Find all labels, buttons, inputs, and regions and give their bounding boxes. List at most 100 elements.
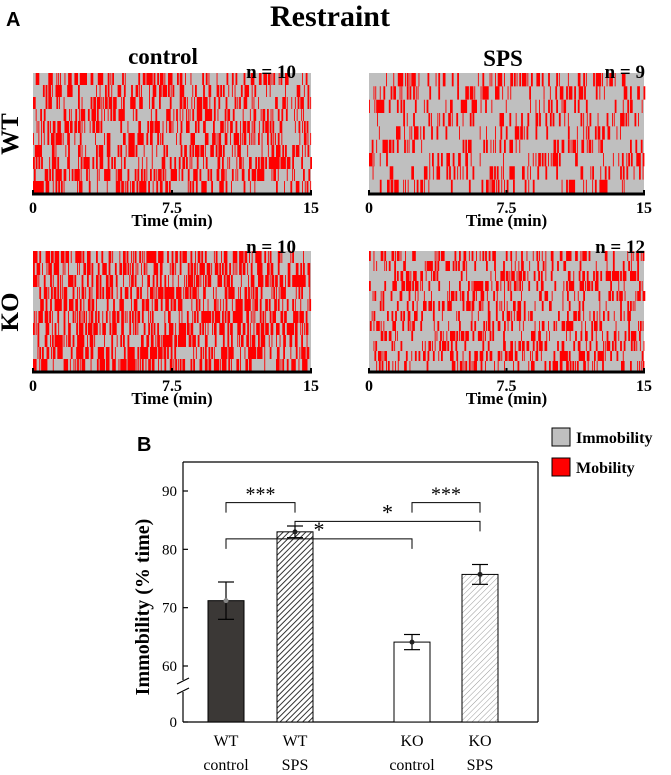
- legend-swatch-mobility: [551, 457, 571, 477]
- y-axis-label: Immobility (% time): [132, 519, 154, 696]
- n-label: n = 10: [246, 237, 296, 258]
- significance-bracket: [225, 538, 413, 549]
- significance-label: *: [382, 499, 393, 524]
- mobility-events-row: [37, 335, 308, 347]
- row-label-ko: KO: [0, 293, 24, 332]
- mobility-events-row: [379, 301, 636, 311]
- time-tick-label: 0: [365, 200, 373, 217]
- legend-swatch-immobility: [551, 427, 571, 447]
- time-axis-label: Time (min): [131, 211, 212, 230]
- time-axis-label: Time (min): [466, 211, 547, 230]
- mean-marker: [292, 529, 298, 535]
- mobility-events-row: [33, 157, 312, 169]
- time-tick-label: 15: [303, 378, 319, 395]
- mobility-events-row: [33, 359, 308, 371]
- category-label-top: WT: [283, 733, 308, 750]
- mobility-events-row: [37, 347, 310, 359]
- mean-marker: [477, 571, 483, 577]
- mobility-events-row: [376, 361, 645, 371]
- column-label-control: control: [128, 44, 198, 69]
- significance-bracket: [225, 502, 296, 513]
- legend-label-immobility: Immobility: [576, 430, 652, 447]
- mobility-events-row: [386, 73, 626, 87]
- category-label-bottom: SPS: [282, 757, 309, 774]
- time-axis-label: Time (min): [131, 389, 212, 408]
- mobility-events-row: [39, 287, 311, 299]
- axis-break-mark: [176, 677, 190, 685]
- significance-label: ***: [431, 484, 461, 506]
- time-tick-label: 7.5: [162, 378, 182, 395]
- mobility-events-row: [371, 139, 643, 154]
- bar: [461, 573, 499, 723]
- mobility-events-row: [36, 121, 309, 133]
- mobility-events-row: [33, 263, 311, 275]
- y-tick-label: 60: [162, 659, 177, 675]
- mobility-events-row: [33, 251, 304, 263]
- significance-bracket: [294, 520, 481, 532]
- significance-label: ***: [246, 484, 276, 506]
- time-tick-label: 15: [303, 200, 319, 217]
- mobility-events-row: [373, 341, 645, 351]
- time-tick-label: 15: [636, 378, 652, 395]
- time-tick-label: 7.5: [497, 378, 517, 395]
- category-label-bottom: SPS: [467, 757, 494, 774]
- raster-ko-control: 0 7.5 15 Time (min) n = 10: [29, 237, 319, 408]
- mobility-events-row: [374, 351, 644, 361]
- axis-break-mark: [176, 687, 190, 695]
- mean-marker: [409, 639, 415, 645]
- raster-ko-sps: 0 7.5 15 Time (min) n = 12: [365, 237, 652, 408]
- mobility-events-row: [33, 311, 308, 323]
- time-tick-label: 0: [29, 378, 37, 395]
- mobility-events-row: [33, 169, 311, 181]
- n-label: n = 12: [595, 237, 645, 258]
- category-label-bottom: control: [203, 757, 249, 774]
- mobility-events-row: [373, 261, 639, 271]
- mobility-events-row: [35, 73, 308, 85]
- column-label-sps: SPS: [483, 46, 523, 71]
- n-label: n = 10: [246, 62, 296, 83]
- y-tick-label: 90: [162, 484, 177, 500]
- mobility-events-row: [369, 153, 645, 167]
- mobility-events-row: [42, 85, 310, 97]
- mobility-events-row: [372, 166, 644, 180]
- mobility-events-row: [394, 271, 639, 281]
- mobility-events-row: [369, 321, 644, 331]
- panel-a-letter: A: [6, 9, 20, 31]
- significance-label: *: [314, 517, 325, 542]
- mobility-events-row: [33, 323, 309, 335]
- y-tick-label: 70: [162, 601, 177, 617]
- y-tick-label: 0: [170, 715, 178, 731]
- significance-bracket: [411, 502, 481, 513]
- mobility-events-row: [372, 291, 646, 301]
- mobility-events-row: [40, 299, 312, 311]
- category-label-bottom: control: [389, 757, 435, 774]
- time-tick-label: 7.5: [497, 200, 517, 217]
- row-label-wt: WT: [0, 113, 24, 155]
- mobility-events-row: [380, 331, 641, 341]
- mobility-events-row: [369, 99, 643, 114]
- bar: [207, 600, 245, 723]
- time-tick-label: 0: [365, 378, 373, 395]
- mean-marker: [223, 598, 229, 604]
- category-label-top: KO: [400, 733, 423, 750]
- mobility-events-row: [33, 275, 311, 287]
- time-axis-label: Time (min): [466, 389, 547, 408]
- mobility-events-row: [33, 133, 312, 145]
- category-label-top: KO: [468, 733, 491, 750]
- mobility-events-row: [369, 281, 643, 291]
- mobility-events-row: [369, 251, 645, 261]
- mobility-events-row: [33, 97, 312, 109]
- time-tick-label: 0: [29, 200, 37, 217]
- mobility-events-row: [377, 113, 639, 127]
- mobility-events-row: [34, 145, 310, 157]
- bar: [276, 531, 314, 723]
- mobility-events-row: [371, 311, 631, 321]
- y-tick-label: 80: [162, 542, 177, 558]
- bar: [393, 641, 431, 723]
- figure-title: Restraint: [270, 0, 390, 33]
- raster-wt-sps: 0 7.5 15 Time (min) n = 9: [365, 62, 652, 230]
- time-tick-label: 15: [636, 200, 652, 217]
- mobility-events-row: [379, 179, 625, 194]
- legend: Immobility Mobility: [551, 427, 652, 477]
- bar-chart: 607080900WTcontrolWTSPSKOcontrolKOSPS***…: [162, 461, 539, 774]
